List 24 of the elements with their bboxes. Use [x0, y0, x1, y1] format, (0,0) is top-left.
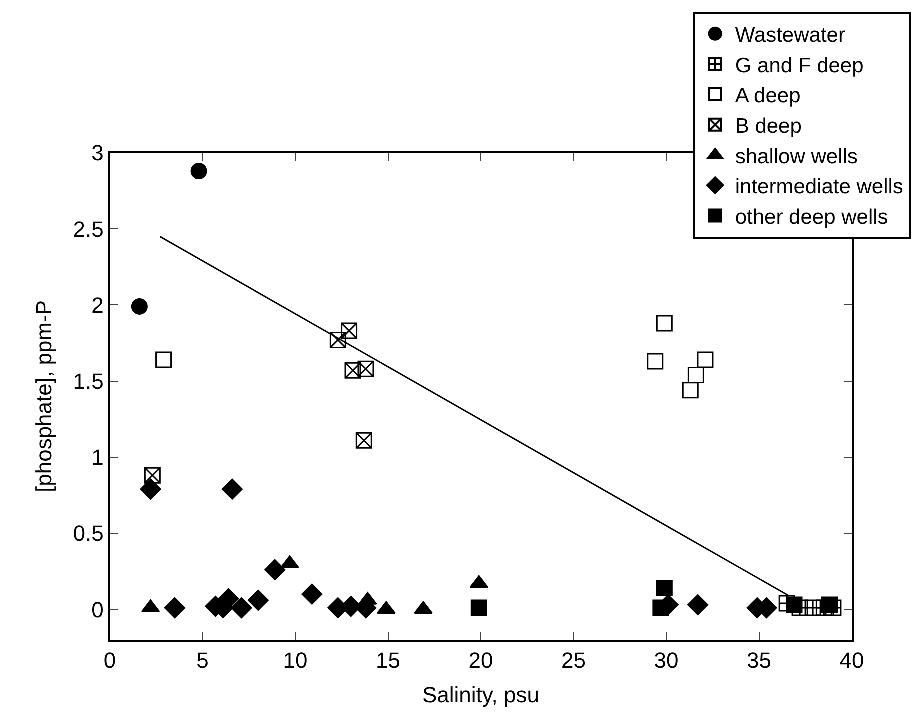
legend-label: G and F deep — [735, 54, 864, 78]
y-tick-label: 2 — [92, 292, 104, 318]
y-tick-label: 2.5 — [73, 216, 104, 242]
y-axis-title: [phosphate], ppm-P — [32, 300, 57, 493]
y-tick-label: 0 — [92, 597, 104, 622]
y-tick-label: 1 — [92, 445, 104, 470]
legend-label: A deep — [735, 84, 801, 108]
x-tick-label: 20 — [468, 648, 494, 674]
x-tick-label: 40 — [840, 648, 864, 674]
y-tick-label: 3 — [92, 140, 104, 166]
y-tick-label: 1.5 — [73, 368, 104, 394]
x-axis-title: Salinity, psu — [422, 682, 540, 708]
x-tick-label: 35 — [747, 648, 772, 674]
legend-label: shallow wells — [735, 145, 858, 168]
y-tick-label: 0.5 — [73, 521, 104, 546]
legend-label: intermediate wells — [735, 176, 904, 199]
legend-label: other deep wells — [735, 206, 888, 229]
legend-label: Wastewater — [735, 24, 846, 48]
legend-label: B deep — [735, 115, 802, 138]
x-tick-label: 25 — [562, 648, 586, 674]
x-tick-label: 30 — [654, 648, 679, 674]
x-tick-label: 15 — [376, 648, 400, 674]
x-tick-label: 5 — [196, 648, 209, 674]
x-tick-label: 10 — [283, 648, 308, 674]
